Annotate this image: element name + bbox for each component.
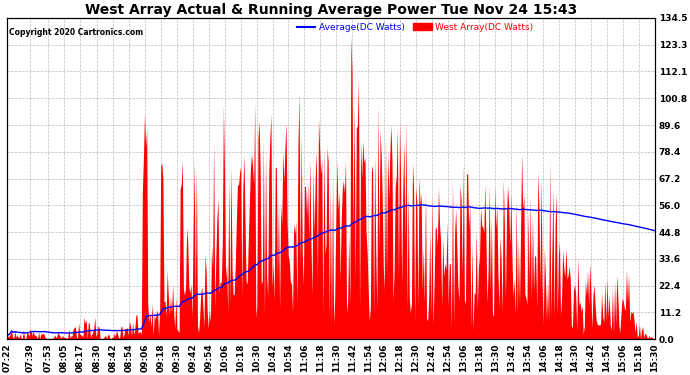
Text: Copyright 2020 Cartronics.com: Copyright 2020 Cartronics.com [8,28,143,37]
Title: West Array Actual & Running Average Power Tue Nov 24 15:43: West Array Actual & Running Average Powe… [85,3,577,17]
Legend: Average(DC Watts), West Array(DC Watts): Average(DC Watts), West Array(DC Watts) [293,19,537,36]
